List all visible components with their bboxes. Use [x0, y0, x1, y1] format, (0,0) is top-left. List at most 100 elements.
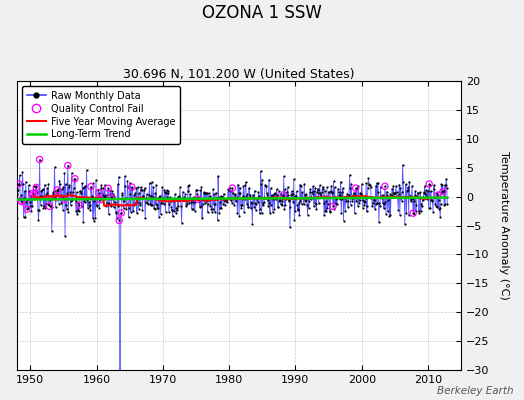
- Point: [29, 190, 37, 196]
- Point: [259, 200, 268, 206]
- Point: [23, 206, 31, 212]
- Point: [133, 198, 141, 205]
- Point: [345, 172, 354, 178]
- Point: [350, 191, 358, 198]
- Point: [161, 209, 170, 215]
- Point: [201, 190, 210, 196]
- Point: [202, 190, 210, 196]
- Point: [418, 203, 426, 210]
- Point: [211, 200, 220, 207]
- Point: [330, 178, 338, 184]
- Point: [323, 184, 331, 190]
- Point: [37, 188, 46, 194]
- Point: [362, 180, 370, 187]
- Point: [416, 194, 424, 201]
- Point: [375, 219, 383, 226]
- Point: [199, 201, 207, 207]
- Point: [433, 204, 442, 210]
- Point: [370, 197, 378, 203]
- Point: [436, 201, 445, 208]
- Point: [212, 196, 221, 202]
- Point: [235, 184, 244, 191]
- Point: [357, 181, 366, 187]
- Point: [13, 214, 21, 221]
- Point: [319, 185, 328, 192]
- Point: [30, 193, 39, 199]
- Point: [119, 195, 127, 202]
- Point: [189, 198, 197, 205]
- Point: [164, 190, 172, 196]
- Point: [13, 190, 21, 197]
- Point: [251, 200, 259, 206]
- Point: [125, 205, 133, 212]
- Point: [175, 197, 183, 203]
- Point: [287, 188, 296, 194]
- Point: [170, 208, 179, 214]
- Point: [266, 185, 275, 192]
- Point: [155, 214, 163, 220]
- Point: [137, 187, 146, 194]
- Point: [313, 188, 321, 195]
- Point: [58, 186, 66, 192]
- Point: [421, 190, 430, 197]
- Point: [245, 185, 253, 191]
- Point: [353, 194, 362, 200]
- Point: [423, 196, 431, 202]
- Point: [209, 206, 217, 212]
- Point: [152, 202, 161, 208]
- Point: [381, 183, 389, 190]
- Point: [174, 193, 183, 200]
- Point: [307, 194, 315, 200]
- Point: [122, 195, 130, 202]
- Point: [54, 188, 62, 195]
- Point: [75, 202, 83, 208]
- Point: [270, 206, 279, 212]
- Point: [186, 191, 194, 198]
- Point: [358, 204, 367, 211]
- Point: [372, 201, 380, 207]
- Point: [82, 195, 90, 201]
- Point: [413, 190, 422, 196]
- Point: [188, 206, 196, 212]
- Point: [258, 176, 267, 183]
- Point: [64, 184, 73, 190]
- Point: [122, 206, 130, 212]
- Point: [176, 197, 184, 203]
- Point: [406, 193, 414, 200]
- Point: [148, 179, 156, 185]
- Point: [437, 181, 445, 188]
- Point: [219, 194, 227, 200]
- Point: [299, 194, 308, 201]
- Point: [403, 188, 411, 194]
- Point: [115, 370, 124, 376]
- Point: [280, 173, 288, 180]
- Point: [252, 207, 260, 214]
- Point: [198, 215, 206, 221]
- Point: [150, 206, 159, 213]
- Point: [135, 190, 143, 196]
- Point: [328, 189, 336, 195]
- Point: [63, 190, 71, 196]
- Point: [313, 186, 322, 192]
- Point: [24, 205, 32, 211]
- Point: [286, 224, 294, 230]
- Point: [39, 186, 47, 192]
- Point: [115, 217, 123, 224]
- Point: [265, 176, 273, 183]
- Point: [365, 181, 374, 188]
- Point: [60, 170, 69, 176]
- Point: [301, 197, 309, 204]
- Point: [145, 179, 154, 186]
- Point: [98, 195, 106, 202]
- Point: [131, 190, 139, 196]
- Point: [52, 190, 61, 196]
- Point: [110, 204, 118, 210]
- Point: [70, 184, 78, 191]
- Point: [402, 181, 410, 187]
- Point: [290, 217, 299, 223]
- Point: [443, 201, 452, 208]
- Point: [257, 209, 266, 216]
- Point: [347, 180, 355, 187]
- Point: [204, 190, 213, 196]
- Point: [304, 195, 312, 202]
